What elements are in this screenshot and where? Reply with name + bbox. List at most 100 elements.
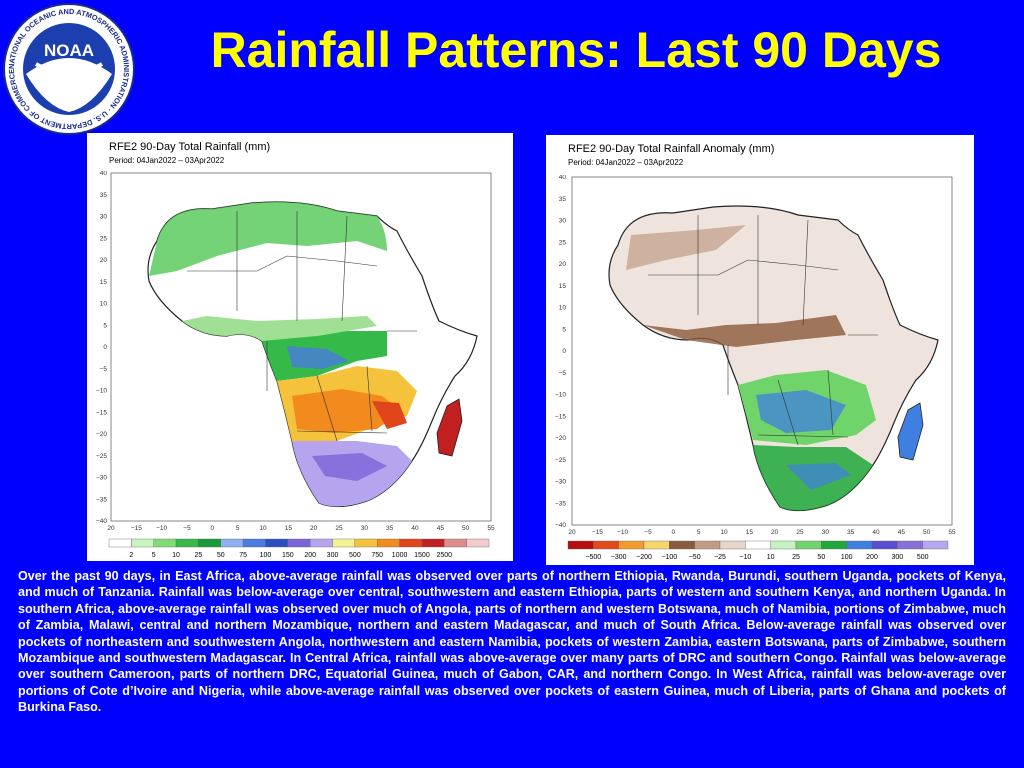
lon-tick-label: 35: [386, 525, 394, 532]
lon-tick-label: 25: [796, 529, 804, 536]
lat-tick-label: 35: [559, 196, 567, 203]
colorbar-swatch: [153, 538, 177, 548]
colorbar-label: 100: [841, 554, 853, 561]
colorbar-label: 500: [349, 552, 361, 559]
lon-axis-labels: 20 −15 −10 −5 0 5 10 15 20 25 30 35 40 45 50 55: [107, 525, 495, 532]
lon-tick-label: −10: [156, 525, 167, 532]
colorbar-label: −100: [661, 554, 677, 561]
lon-axis-labels: 20 −15 −10 −5 0 5 10 15 20 25 30 35 40 45 50 55: [568, 529, 956, 536]
lat-tick-label: −25: [96, 453, 107, 460]
colorbar-swatch: [175, 538, 199, 548]
colorbar-swatch: [593, 540, 619, 550]
page-title: Rainfall Patterns: Last 90 Days: [210, 22, 942, 78]
colorbar-label: 10: [172, 552, 180, 559]
colorbar-label: −25: [714, 554, 726, 561]
lat-tick-label: 20: [559, 261, 567, 268]
colorbar-label: 25: [195, 552, 203, 559]
noaa-logo: NATIONAL OCEANIC AND ATMOSPHERIC ADMINIS…: [3, 3, 135, 135]
lon-tick-label: 30: [822, 529, 830, 536]
colorbar-label: 25: [792, 554, 800, 561]
lat-tick-label: −40: [96, 518, 107, 525]
lat-tick-label: 0: [562, 348, 566, 355]
colorbar-label: 1500: [414, 552, 430, 559]
colorbar-swatch: [444, 538, 467, 548]
lon-tick-label: −5: [644, 529, 652, 536]
map-period: Period: 04Jan2022 – 03Apr2022: [568, 158, 684, 167]
lon-tick-label: 10: [259, 525, 267, 532]
lat-tick-label: 20: [100, 257, 108, 264]
lon-tick-label: 55: [948, 529, 956, 536]
lat-tick-label: −10: [96, 388, 107, 395]
lon-tick-label: 15: [285, 525, 293, 532]
lon-tick-label: 0: [211, 525, 215, 532]
lon-tick-label: 20: [107, 525, 115, 532]
lat-tick-label: −5: [100, 366, 108, 373]
logo-text: NOAA: [44, 41, 94, 60]
lon-tick-label: 5: [236, 525, 240, 532]
colorbar-swatch: [694, 540, 721, 550]
lat-tick-label: 40: [559, 175, 567, 181]
colorbar-label: 2500: [437, 552, 453, 559]
lat-tick-label: −5: [559, 370, 567, 377]
lon-tick-label: −15: [131, 525, 142, 532]
lat-tick-label: −20: [96, 431, 107, 438]
map-title: RFE2 90-Day Total Rainfall (mm): [109, 141, 271, 153]
lon-tick-label: −15: [592, 529, 603, 536]
lat-tick-label: −40: [555, 522, 566, 529]
rainfall-anomaly-map: 4035302520151050−5−10−15−20−25−30−35−40 …: [555, 175, 956, 536]
lat-axis-labels: 40 35 30 25 20 15 10 5 0 −5 −10 −15 −20 −25 −30 −35 −40: [96, 171, 107, 525]
lat-tick-label: −30: [555, 479, 566, 486]
lat-tick-label: −30: [96, 475, 107, 482]
colorbar-swatch: [745, 540, 771, 550]
colorbar-swatch: [421, 538, 445, 548]
lat-tick-label: 25: [100, 235, 108, 242]
colorbar-label: 5: [152, 552, 156, 559]
colorbar-swatch: [265, 538, 289, 548]
colorbar-swatch: [287, 538, 311, 548]
lon-tick-label: 45: [898, 529, 906, 536]
colorbar-label: 500: [917, 554, 929, 561]
rainfall-total-map: 4035302520151050−5−10−15−20−25−30−35−40 …: [96, 171, 495, 532]
lon-tick-label: 55: [487, 525, 495, 532]
colorbar-swatch: [108, 538, 132, 548]
colorbar-swatch: [821, 540, 847, 550]
colorbar-swatch: [220, 538, 244, 548]
lon-tick-label: 40: [872, 529, 880, 536]
colorbar-label: 200: [304, 552, 316, 559]
colorbar-swatch: [897, 540, 923, 550]
lon-tick-label: 40: [411, 525, 419, 532]
colorbar-label: 75: [239, 552, 247, 559]
lat-tick-label: 35: [100, 192, 108, 199]
description-text: Over the past 90 days, in East Africa, a…: [18, 569, 1006, 715]
colorbar-label: 50: [817, 554, 825, 561]
lon-tick-label: 20: [568, 529, 576, 536]
lon-tick-label: 5: [697, 529, 701, 536]
anomaly-colorbar: −500 −300 −200 −100 −50 −25 −10 10 25 50 100 200 300…: [567, 540, 949, 561]
colorbar-swatch: [643, 540, 670, 550]
lat-tick-label: 15: [559, 283, 567, 290]
colorbar-label: 50: [217, 552, 225, 559]
colorbar-swatch: [332, 538, 356, 548]
colorbar-swatch: [567, 540, 594, 550]
lon-tick-label: 0: [672, 529, 676, 536]
lat-tick-label: 40: [100, 171, 108, 177]
lat-tick-label: 30: [100, 214, 108, 221]
colorbar-label: 100: [260, 552, 272, 559]
lat-tick-label: −10: [555, 392, 566, 399]
colorbar-label: −10: [739, 554, 751, 561]
map-period: Period: 04Jan2022 – 03Apr2022: [109, 156, 225, 165]
rainfall-colorbar: 2 5 10 25 50 75 100 150 200 300 500 750 1000 1500 2500: [108, 538, 490, 559]
lon-tick-label: 20: [310, 525, 318, 532]
lat-tick-label: −35: [96, 496, 107, 503]
lat-tick-label: 10: [100, 301, 108, 308]
colorbar-label: −50: [689, 554, 701, 561]
rainfall-anomaly-panel: RFE2 90-Day Total Rainfall Anomaly (mm) …: [546, 135, 974, 565]
lon-tick-label: 25: [335, 525, 343, 532]
lat-tick-label: −15: [96, 409, 107, 416]
colorbar-label: −300: [611, 554, 627, 561]
lat-tick-label: −25: [555, 457, 566, 464]
lat-axis-labels: 40 35 30 25 20 15 10 5 0 −5 −10 −15 −20 −25 −30 −35 −40: [555, 175, 566, 529]
lon-tick-label: 45: [437, 525, 445, 532]
colorbar-swatch: [399, 538, 423, 548]
colorbar-label: −500: [585, 554, 601, 561]
